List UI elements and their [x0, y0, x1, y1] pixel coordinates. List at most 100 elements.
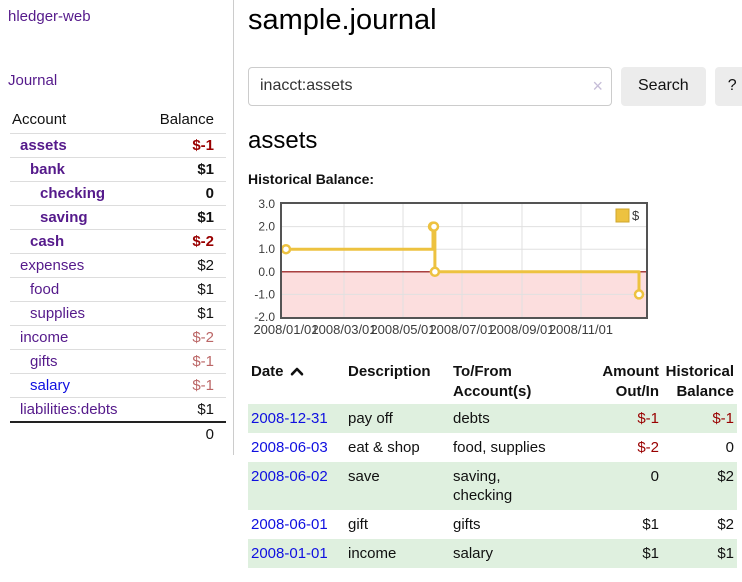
search-button[interactable]: Search [621, 66, 706, 106]
account-name-cell: food [10, 278, 144, 302]
register-date-link[interactable]: 2008-01-01 [251, 544, 328, 562]
accounts-total-balance: 0 [205, 426, 214, 443]
account-row: liabilities:debts $1 [10, 397, 226, 423]
chart-y-tick-label: 2.0 [258, 219, 275, 233]
chart-x-tick-label: 2008/03/01 [311, 322, 376, 337]
account-row: salary $-1 [10, 373, 226, 398]
account-balance: $-1 [192, 137, 214, 154]
account-link-expenses[interactable]: expenses [20, 257, 85, 274]
register-header-balance: Historical Balance [665, 362, 734, 400]
account-row: supplies $1 [10, 301, 226, 326]
register-accounts: gifts [453, 515, 481, 533]
account-row: gifts $-1 [10, 349, 226, 374]
register-row: 2008-06-02 save saving, checking 0 $2 [248, 461, 737, 510]
register-date-link[interactable]: 2008-12-31 [251, 409, 328, 427]
account-balance: $-2 [192, 233, 214, 250]
brand-link[interactable]: hledger-web [8, 8, 91, 25]
register-balance: 0 [725, 438, 734, 456]
register-date-cell: 2008-06-01 [248, 510, 345, 539]
register-header-date[interactable]: Date [248, 360, 345, 404]
account-link-assets[interactable]: assets [20, 137, 67, 154]
page-title: sample.journal [248, 4, 437, 36]
chart-x-tick-label: 2008/01/01 [253, 322, 318, 337]
account-row: expenses $2 [10, 253, 226, 278]
search-input[interactable] [248, 66, 612, 106]
accounts-total-spacer [10, 422, 144, 446]
search-form: × Search ? [248, 66, 742, 106]
register-date-link[interactable]: 2008-06-02 [251, 467, 328, 485]
nav-journal-link[interactable]: Journal [8, 72, 58, 89]
account-balance: $1 [197, 209, 214, 226]
account-balance: $-1 [192, 353, 214, 370]
account-link-gifts[interactable]: gifts [30, 353, 58, 370]
help-button[interactable]: ? [714, 66, 742, 106]
register-balance: $2 [717, 515, 734, 533]
chart-x-tick-label: 2008/11/01 [549, 322, 613, 337]
sidebar: hledger-web Journal Account Balance asse… [0, 0, 234, 455]
account-name-cell: checking [10, 182, 144, 206]
sort-ascending-icon[interactable] [290, 366, 304, 377]
account-link-checking[interactable]: checking [40, 185, 106, 202]
chart-y-tick-label: 1.0 [258, 242, 275, 256]
register-table: Date Description To/From Account(s) Amou… [248, 360, 737, 568]
register-header-row: Date Description To/From Account(s) Amou… [248, 360, 737, 404]
account-name-cell: salary [10, 374, 144, 398]
account-balance: $1 [197, 161, 214, 178]
register-accounts: food, supplies [453, 438, 546, 456]
chart-y-tick-label: 0.0 [258, 265, 275, 279]
account-row: food $1 [10, 277, 226, 302]
account-link-bank[interactable]: bank [30, 161, 66, 178]
main-content: sample.journal × Search ? assets Histori… [234, 0, 742, 582]
account-name-cell: cash [10, 230, 144, 254]
chart-point-marker [633, 288, 645, 300]
account-name-cell: expenses [10, 254, 144, 278]
register-description: pay off [348, 409, 393, 427]
chart-x-tick-label: 2008/05/01 [370, 322, 435, 337]
account-link-liabilities-debts[interactable]: liabilities:debts [20, 401, 118, 418]
register-accounts: saving, checking [453, 467, 513, 504]
register-date-link[interactable]: 2008-06-01 [251, 515, 328, 533]
chart-point-marker [280, 243, 292, 255]
register-date-cell: 2008-06-03 [248, 433, 345, 462]
account-link-income[interactable]: income [20, 329, 69, 346]
account-name-cell: income [10, 326, 144, 350]
register-amount: $-1 [637, 409, 659, 427]
register-accounts: salary [453, 544, 494, 562]
chart-x-tick-label: 2008/07/01 [429, 322, 494, 337]
register-balance: $1 [717, 544, 734, 562]
register-balance: $-1 [712, 409, 734, 427]
accounts-header-account: Account [12, 111, 67, 128]
register-description: gift [348, 515, 369, 533]
chart-legend-label: $ [632, 208, 640, 223]
chart-point-marker [428, 221, 440, 232]
account-link-supplies[interactable]: supplies [30, 305, 86, 322]
register-description: save [348, 467, 380, 485]
account-balance: $2 [197, 257, 214, 274]
register-date-cell: 2008-06-02 [248, 462, 345, 510]
account-link-saving[interactable]: saving [40, 209, 88, 226]
account-balance: $-2 [192, 329, 214, 346]
register-date-cell: 2008-12-31 [248, 404, 345, 433]
account-name-cell: liabilities:debts [10, 398, 144, 423]
register-row: 2008-06-03 eat & shop food, supplies $-2 0 [248, 433, 737, 462]
register-balance: $2 [717, 467, 734, 485]
account-name-cell: assets [10, 134, 144, 158]
account-link-salary[interactable]: salary [30, 377, 71, 394]
chart-x-tick-label: 2008/09/01 [489, 322, 554, 337]
account-balance: $1 [197, 305, 214, 322]
account-row: assets $-1 [10, 133, 226, 158]
register-date-link[interactable]: 2008-06-03 [251, 438, 328, 456]
accounts-total-row: 0 [10, 422, 226, 446]
account-link-food[interactable]: food [30, 281, 60, 298]
chart-plot-border [280, 201, 648, 319]
register-header-description: Description [348, 362, 431, 380]
chart-legend-swatch [615, 208, 630, 223]
account-title: assets [248, 126, 318, 154]
account-name-cell: gifts [10, 350, 144, 374]
clear-search-icon[interactable]: × [592, 75, 603, 96]
register-amount: 0 [650, 467, 659, 485]
chart-y-tick-label: -1.0 [254, 287, 275, 301]
account-link-cash[interactable]: cash [30, 233, 65, 250]
chart-y-tick-label: -2.0 [254, 310, 275, 324]
chart-heading: Historical Balance: [248, 170, 375, 187]
